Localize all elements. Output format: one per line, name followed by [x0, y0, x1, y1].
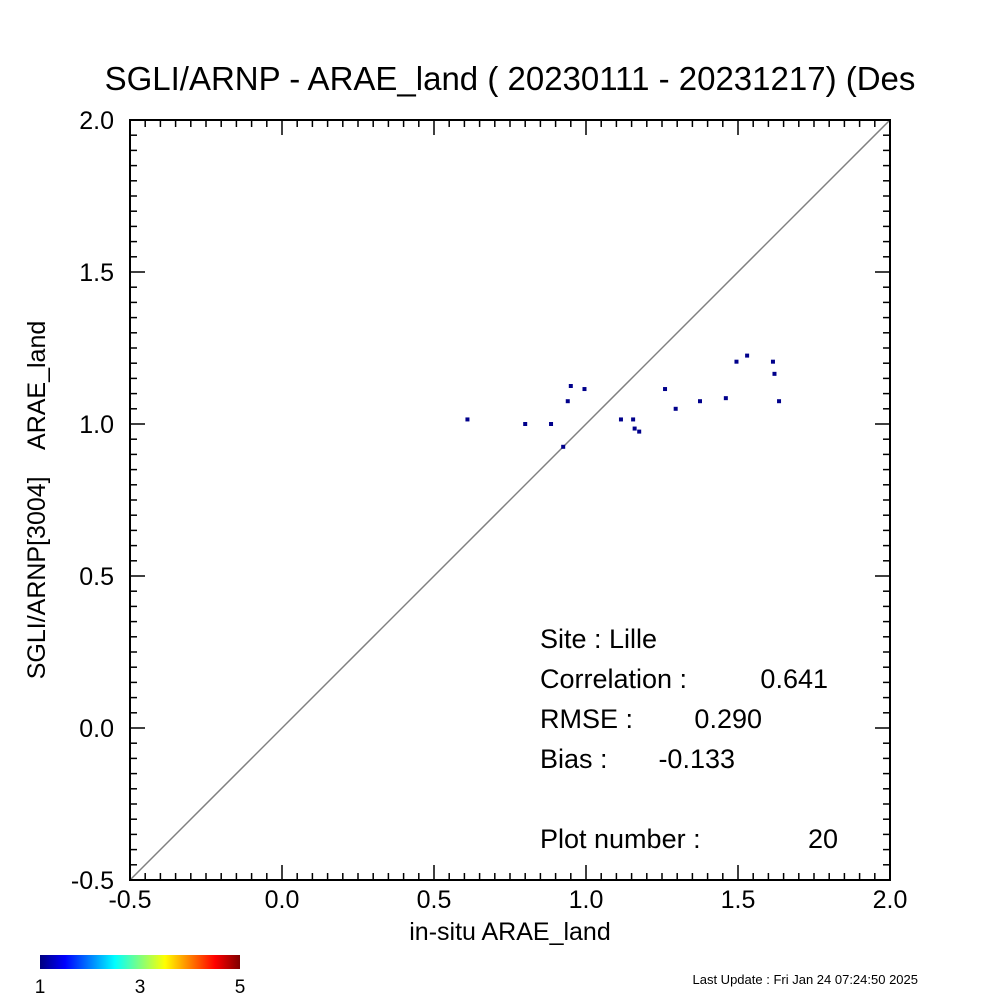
- site-label: Site : Lille: [540, 624, 657, 654]
- last-update-text: Last Update : Fri Jan 24 07:24:50 2025: [693, 972, 919, 987]
- stats-box: Site : Lille Correlation : 0.641 RMSE : …: [540, 624, 838, 854]
- data-point: [772, 371, 777, 376]
- x-tick-label: 2.0: [873, 886, 908, 914]
- data-point: [770, 359, 775, 364]
- y-axis-label: SGLI/ARNP[3004] ARAE_land: [23, 321, 51, 680]
- data-point: [631, 417, 636, 422]
- x-axis-label: in-situ ARAE_land: [409, 918, 611, 946]
- bias-value: -0.133: [658, 744, 735, 774]
- data-point: [523, 422, 528, 426]
- colorbar: [40, 955, 240, 969]
- data-point: [734, 359, 739, 364]
- colorbar-mid-label: 3: [135, 977, 146, 998]
- data-point: [582, 387, 587, 392]
- data-point: [723, 396, 728, 401]
- colorbar-min-label: 1: [35, 977, 46, 998]
- data-point: [568, 384, 573, 388]
- rmse-value: 0.290: [694, 704, 762, 734]
- data-point: [465, 417, 470, 422]
- rmse-label: RMSE :: [540, 704, 633, 734]
- data-point: [632, 426, 637, 431]
- y-tick-label: -0.5: [71, 867, 114, 895]
- plot-number-value: 20: [808, 824, 838, 854]
- x-tick-label: 0.5: [417, 886, 452, 914]
- plot-number-label: Plot number :: [540, 824, 701, 854]
- y-tick-label: 0.5: [79, 563, 114, 591]
- x-tick-label: -0.5: [108, 886, 151, 914]
- data-point: [549, 422, 554, 426]
- colorbar-max-label: 5: [235, 977, 246, 998]
- y-tick-label: 0.0: [79, 715, 114, 743]
- x-tick-label: 1.5: [721, 886, 756, 914]
- correlation-value: 0.641: [760, 664, 828, 694]
- data-point: [745, 353, 750, 358]
- data-point: [565, 399, 570, 404]
- y-tick-label: 1.0: [79, 411, 114, 439]
- bias-label: Bias :: [540, 744, 608, 774]
- one-to-one-line: [129, 119, 891, 881]
- correlation-label: Correlation :: [540, 664, 687, 694]
- data-point: [561, 444, 566, 449]
- data-point: [777, 399, 782, 404]
- data-point: [637, 429, 642, 434]
- data-point: [618, 417, 623, 422]
- x-tick-label: 0.0: [265, 886, 300, 914]
- data-point: [663, 387, 668, 392]
- chart-title: SGLI/ARNP - ARAE_land ( 20230111 - 20231…: [105, 60, 916, 97]
- x-tick-label: 1.0: [569, 886, 604, 914]
- y-tick-label: 2.0: [79, 107, 114, 135]
- data-point: [698, 399, 702, 404]
- y-tick-label: 1.5: [79, 259, 114, 287]
- data-point: [673, 406, 678, 411]
